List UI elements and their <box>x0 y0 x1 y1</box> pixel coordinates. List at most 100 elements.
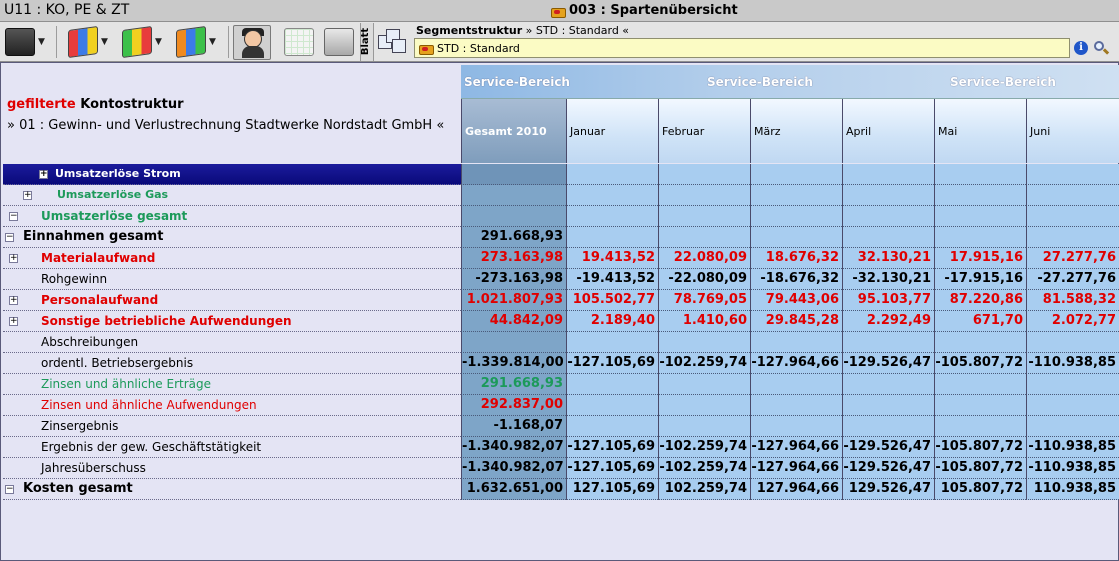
row-label[interactable]: Rohgewinn <box>3 269 461 290</box>
table-cell[interactable] <box>566 164 658 185</box>
table-cell[interactable]: -22.080,09 <box>658 269 750 290</box>
user-button[interactable] <box>233 25 271 60</box>
table-row[interactable]: + Materialaufwand 273.163,98 19.413,52 22.08… <box>3 248 1119 269</box>
table-cell[interactable] <box>658 164 750 185</box>
table-cell[interactable] <box>934 395 1026 416</box>
table-cell[interactable]: 105.807,72 <box>934 479 1026 500</box>
table-cell[interactable] <box>1026 227 1119 248</box>
row-label[interactable]: Abschreibungen <box>3 332 461 353</box>
table-row[interactable]: − Kosten gesamt 1.632.651,00 127.105,69 102.… <box>3 479 1119 500</box>
table-cell[interactable]: 127.105,69 <box>566 479 658 500</box>
table-cell[interactable]: -127.964,66 <box>750 437 842 458</box>
column-header[interactable]: Juni <box>1026 99 1119 163</box>
table-cell[interactable] <box>566 332 658 353</box>
table-cell[interactable]: 32.130,21 <box>842 248 934 269</box>
table-cell[interactable]: 78.769,05 <box>658 290 750 311</box>
table-cell[interactable] <box>750 206 842 227</box>
blatt-tab[interactable]: Blatt <box>360 23 374 61</box>
table-row[interactable]: Ergebnis der gew. Geschäftstätigkeit -1.3… <box>3 437 1119 458</box>
table-cell[interactable] <box>566 395 658 416</box>
column-header[interactable]: Gesamt 2010 <box>461 99 566 163</box>
table-cell[interactable] <box>750 164 842 185</box>
table-cell[interactable] <box>842 185 934 206</box>
table-cell[interactable] <box>1026 374 1119 395</box>
table-cell[interactable] <box>842 206 934 227</box>
table-cell[interactable]: 1.410,60 <box>658 311 750 332</box>
row-label[interactable]: + Umsatzerlöse Strom <box>3 164 461 185</box>
table-cell[interactable] <box>658 395 750 416</box>
table-cell[interactable]: 127.964,66 <box>750 479 842 500</box>
table-cell[interactable] <box>566 374 658 395</box>
expand-icon[interactable]: + <box>23 190 32 200</box>
table-cell[interactable]: -129.526,47 <box>842 353 934 374</box>
row-label[interactable]: Zinsen und ähnliche Aufwendungen <box>3 395 461 416</box>
table-cell[interactable]: -127.964,66 <box>750 353 842 374</box>
table-row[interactable]: + Personalaufwand 1.021.807,93 105.502,77 78… <box>3 290 1119 311</box>
table-cell[interactable] <box>461 185 566 206</box>
collapse-icon[interactable]: − <box>5 484 14 494</box>
table-row[interactable]: − Umsatzerlöse gesamt <box>3 206 1119 227</box>
table-cell[interactable]: 291.668,93 <box>461 374 566 395</box>
table-cell[interactable]: -1.339.814,00 <box>461 353 566 374</box>
table-cell[interactable] <box>1026 416 1119 437</box>
print-button[interactable] <box>324 25 354 58</box>
info-icon[interactable]: i <box>1074 41 1088 55</box>
table-cell[interactable]: 79.443,06 <box>750 290 842 311</box>
table-cell[interactable]: -127.964,66 <box>750 458 842 479</box>
table-cell[interactable] <box>750 395 842 416</box>
table-cell[interactable]: 95.103,77 <box>842 290 934 311</box>
table-row[interactable]: Rohgewinn -273.163,98 -19.413,52 -22.080,09… <box>3 269 1119 290</box>
table-cell[interactable] <box>842 227 934 248</box>
table-cell[interactable] <box>934 206 1026 227</box>
table-row[interactable]: − Einnahmen gesamt 291.668,93 <box>3 227 1119 248</box>
table-cell[interactable]: -129.526,47 <box>842 437 934 458</box>
expand-icon[interactable]: + <box>9 253 18 263</box>
column-header[interactable]: März <box>750 99 842 163</box>
cube-button-2[interactable]: ▼ <box>122 25 162 58</box>
row-label[interactable]: − Einnahmen gesamt <box>3 227 461 248</box>
table-cell[interactable]: -105.807,72 <box>934 353 1026 374</box>
table-cell[interactable]: -102.259,74 <box>658 437 750 458</box>
table-cell[interactable] <box>1026 332 1119 353</box>
table-cell[interactable] <box>750 227 842 248</box>
segment-structure-icon[interactable] <box>378 27 408 57</box>
table-row[interactable]: + Sonstige betriebliche Aufwendungen 44.84… <box>3 311 1119 332</box>
table-cell[interactable] <box>658 374 750 395</box>
table-row[interactable]: Zinsen und ähnliche Aufwendungen 292.837,… <box>3 395 1119 416</box>
table-cell[interactable]: 19.413,52 <box>566 248 658 269</box>
table-cell[interactable]: 273.163,98 <box>461 248 566 269</box>
table-cell[interactable]: 2.189,40 <box>566 311 658 332</box>
table-cell[interactable]: -105.807,72 <box>934 458 1026 479</box>
table-cell[interactable]: 291.668,93 <box>461 227 566 248</box>
table-cell[interactable] <box>934 416 1026 437</box>
table-cell[interactable] <box>658 206 750 227</box>
column-header[interactable]: Mai <box>934 99 1026 163</box>
calculator-button[interactable]: ▼ <box>5 25 45 58</box>
table-cell[interactable]: 105.502,77 <box>566 290 658 311</box>
table-cell[interactable] <box>934 227 1026 248</box>
table-cell[interactable]: -127.105,69 <box>566 437 658 458</box>
row-label[interactable]: + Personalaufwand <box>3 290 461 311</box>
table-row[interactable]: ordentl. Betriebsergebnis -1.339.814,00 -1… <box>3 353 1119 374</box>
table-cell[interactable] <box>842 416 934 437</box>
table-row[interactable]: + Umsatzerlöse Gas <box>3 185 1119 206</box>
table-cell[interactable] <box>566 227 658 248</box>
table-cell[interactable] <box>750 185 842 206</box>
table-cell[interactable]: -273.163,98 <box>461 269 566 290</box>
table-cell[interactable]: 1.632.651,00 <box>461 479 566 500</box>
table-cell[interactable] <box>1026 206 1119 227</box>
table-cell[interactable] <box>566 206 658 227</box>
table-row[interactable]: Jahresüberschuss -1.340.982,07 -127.105,69… <box>3 458 1119 479</box>
table-cell[interactable] <box>750 374 842 395</box>
table-cell[interactable]: 27.277,76 <box>1026 248 1119 269</box>
table-cell[interactable] <box>658 416 750 437</box>
table-cell[interactable]: -19.413,52 <box>566 269 658 290</box>
row-label[interactable]: + Sonstige betriebliche Aufwendungen <box>3 311 461 332</box>
row-label[interactable]: + Materialaufwand <box>3 248 461 269</box>
row-label[interactable]: Ergebnis der gew. Geschäftstätigkeit <box>3 437 461 458</box>
row-label[interactable]: + Umsatzerlöse Gas <box>3 185 461 206</box>
table-cell[interactable] <box>842 374 934 395</box>
chevron-down-icon[interactable]: ▼ <box>209 36 216 47</box>
table-cell[interactable]: -32.130,21 <box>842 269 934 290</box>
table-cell[interactable]: 2.072,77 <box>1026 311 1119 332</box>
